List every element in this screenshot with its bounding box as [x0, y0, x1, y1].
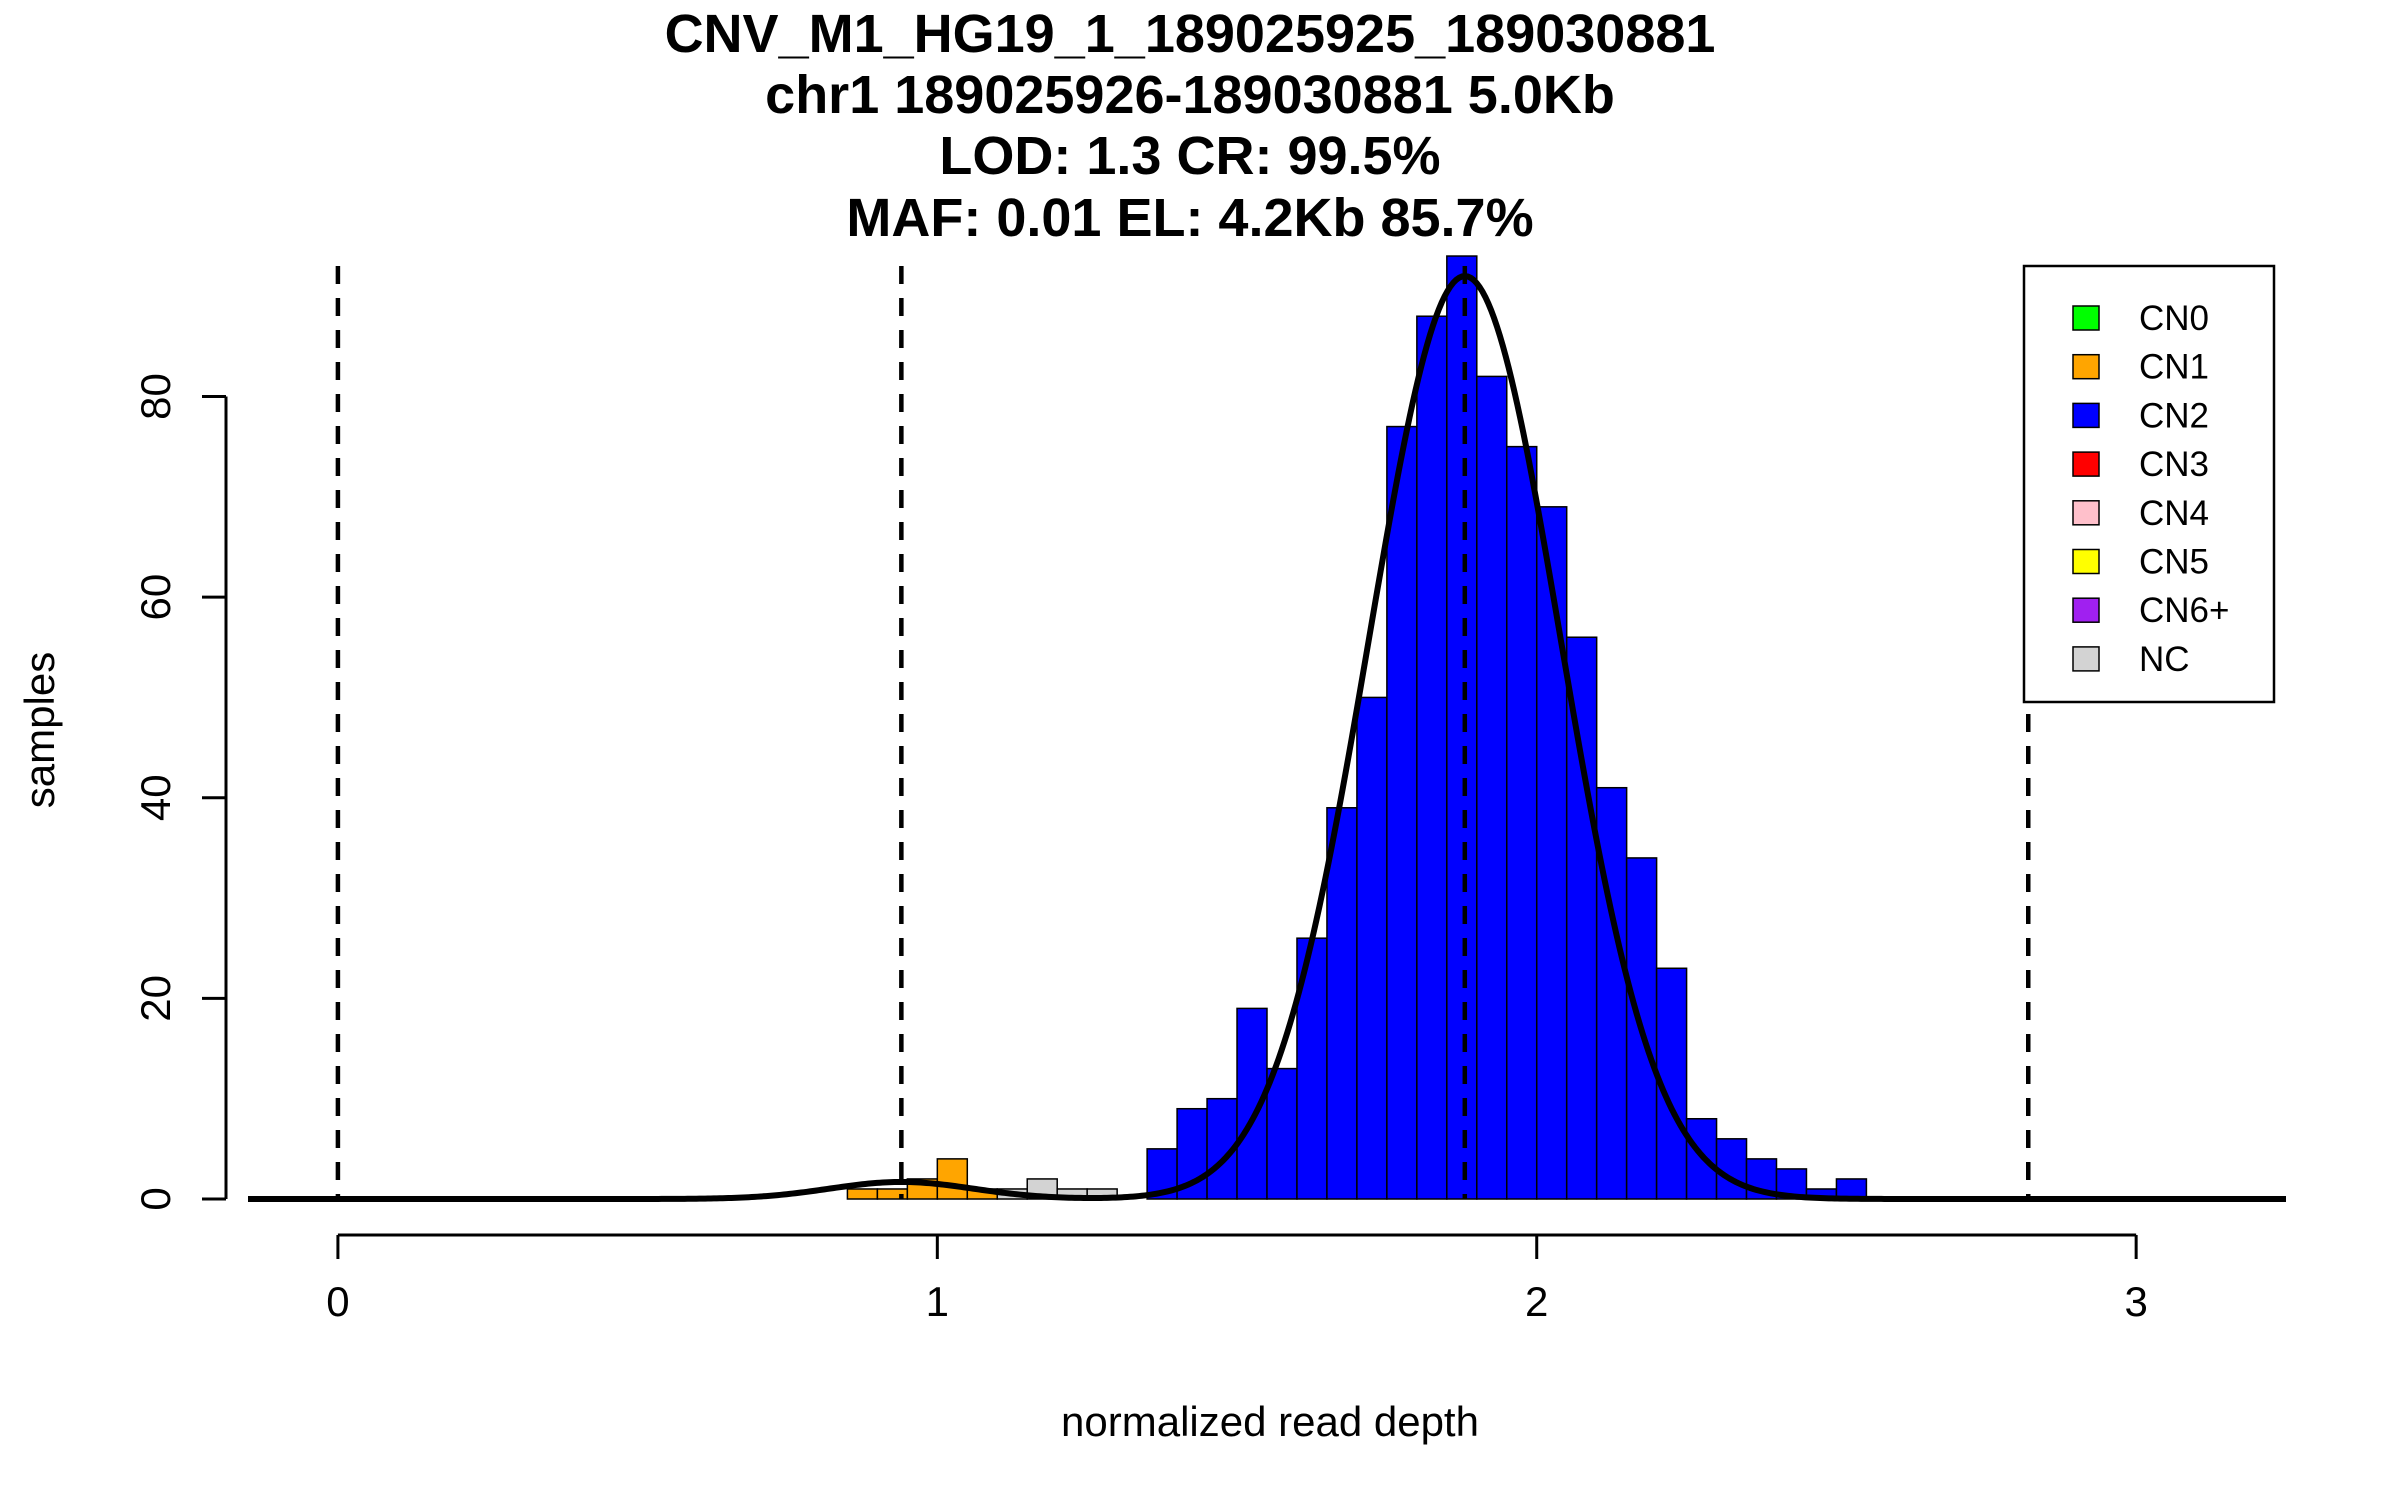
histogram-bar: [1715, 1138, 1748, 1200]
legend-swatch: [2072, 402, 2100, 429]
legend-label: CN0: [2139, 299, 2209, 338]
histogram-bar: [1535, 506, 1568, 1200]
histogram-bar: [1326, 807, 1358, 1200]
legend-label: CN5: [2139, 543, 2209, 582]
y-tick-label: 0: [132, 1187, 179, 1210]
legend-swatch: [2072, 597, 2100, 623]
legend-swatch: [2072, 305, 2100, 331]
legend-items: CN0 CN1 CN2 CN3 CN4 CN5 CN6+ NC: [2072, 299, 2229, 679]
density-curves: [248, 273, 2286, 1202]
x-tick-label: 3: [2124, 1278, 2147, 1325]
x-tick-label: 2: [1525, 1278, 1548, 1325]
legend-label: CN6+: [2139, 591, 2229, 630]
legend-label: CN1: [2139, 348, 2209, 387]
y-tick-label: 20: [132, 975, 179, 1022]
histogram-bar: [1386, 425, 1418, 1200]
title-line-4: MAF: 0.01 EL: 4.2Kb 85.7%: [846, 188, 1533, 248]
y-axis-ticks: 0 20 40 60 80: [132, 373, 226, 1211]
legend-label: CN2: [2139, 396, 2209, 435]
title-line-1: CNV_M1_HG19_1_189025925_189030881: [665, 4, 1716, 64]
histogram-bar: [1356, 696, 1388, 1200]
legend-swatch: [2072, 451, 2100, 477]
y-tick-label: 80: [132, 373, 179, 420]
histogram-bar: [1506, 445, 1538, 1200]
x-tick-label: 0: [326, 1278, 349, 1325]
axes: 0 1 2 3 0 20 40 60 80: [132, 373, 2148, 1325]
legend-swatch: [2072, 548, 2100, 575]
legend-label: NC: [2139, 640, 2190, 679]
x-axis-label: normalized read depth: [1061, 1398, 1479, 1445]
histogram-bar: [1476, 375, 1508, 1200]
histogram-bars: [846, 255, 1868, 1200]
legend-swatch: [2072, 646, 2100, 672]
legend-box: [2022, 264, 2276, 704]
legend-swatch: [2072, 500, 2100, 526]
x-axis-ticks: 0 1 2 3: [326, 1235, 2148, 1325]
histogram-bar: [1565, 636, 1598, 1200]
legend-label: CN3: [2139, 445, 2209, 484]
y-tick-label: 60: [132, 574, 179, 621]
histogram-bar: [936, 1158, 969, 1200]
legend: CN0 CN1 CN2 CN3 CN4 CN5 CN6+ NC: [2022, 264, 2276, 704]
threshold-lines: [335, 266, 2031, 1199]
legend-label: CN4: [2139, 494, 2209, 533]
legend-swatch: [2072, 353, 2100, 380]
x-tick-label: 1: [926, 1278, 949, 1325]
title-line-2: chr1 189025926-189030881 5.0Kb: [765, 65, 1615, 125]
density-curve: [248, 273, 2286, 1202]
histogram-bar: [1266, 1067, 1298, 1200]
y-tick-label: 40: [132, 774, 179, 821]
histogram-bar: [1416, 315, 1448, 1200]
title-line-3: LOD: 1.3 CR: 99.5%: [939, 126, 1440, 186]
chart-title: CNV_M1_HG19_1_189025925_189030881 chr1 1…: [665, 4, 1716, 248]
histogram-bar: [1446, 255, 1478, 1200]
y-axis-label: samples: [16, 652, 63, 808]
histogram-bar: [846, 1188, 879, 1200]
